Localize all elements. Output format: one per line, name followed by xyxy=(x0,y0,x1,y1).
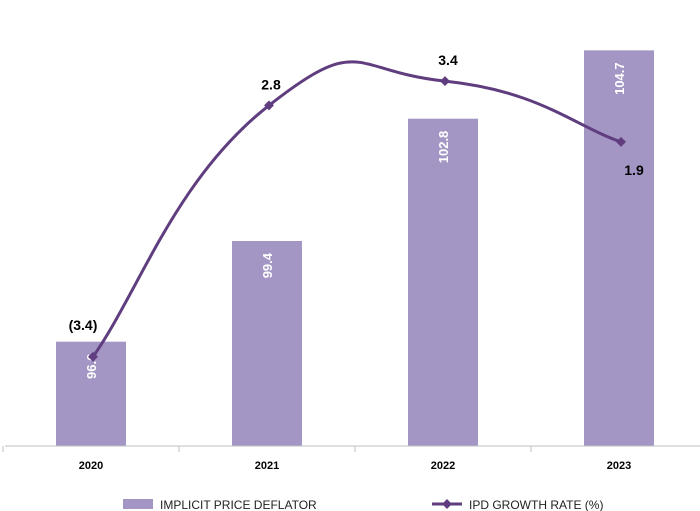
growth-rate-line xyxy=(91,60,622,358)
growth-value-label: 1.9 xyxy=(624,162,644,178)
bar-value-label: 104.7 xyxy=(612,62,627,95)
bar-2021 xyxy=(232,240,302,446)
x-tick-label: 2020 xyxy=(79,460,103,472)
x-tick-label: 2023 xyxy=(607,460,631,472)
bar-value-label: 102.8 xyxy=(436,131,451,164)
growth-value-label: 2.8 xyxy=(261,76,281,92)
bar-value-label: 96.6 xyxy=(84,354,99,379)
bar-2022 xyxy=(408,118,478,447)
x-tick-label: 2022 xyxy=(431,460,455,472)
x-tick-label: 2021 xyxy=(255,460,279,472)
legend-label-growth: IPD GROWTH RATE (%) xyxy=(469,498,603,511)
x-axis: 2020 2021 2022 2023 xyxy=(2,445,700,472)
growth-point-2023 xyxy=(616,136,626,147)
bar-2023 xyxy=(584,50,654,447)
legend-swatch-deflator xyxy=(123,499,153,509)
legend: IMPLICIT PRICE DEFLATOR IPD GROWTH RATE … xyxy=(123,498,603,511)
growth-line-group: (3.4) 2.8 3.4 1.9 xyxy=(69,52,644,362)
legend-swatch-growth-marker xyxy=(442,499,452,509)
legend-label-deflator: IMPLICIT PRICE DEFLATOR xyxy=(160,498,317,511)
bar-value-label: 99.4 xyxy=(260,252,275,278)
growth-value-label: (3.4) xyxy=(69,317,98,333)
growth-point-2022 xyxy=(440,76,450,87)
bars-group: 96.6 99.4 102.8 104.7 xyxy=(56,50,654,447)
growth-value-label: 3.4 xyxy=(438,52,458,68)
